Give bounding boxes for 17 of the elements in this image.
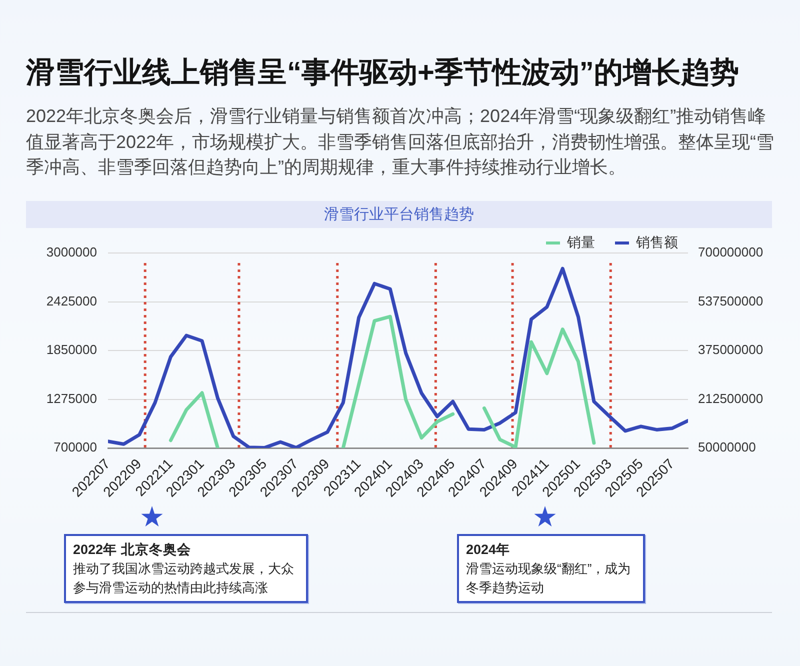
y-tick-label: 1850000 — [46, 342, 97, 358]
y-tick-label: 700000 — [54, 440, 97, 455]
legend-label: 销量 — [566, 234, 595, 250]
note-box: 2022年 北京冬奥会 推动了我国冰雪运动跨越式发展，大众参与滑雪运动的热情由此持续高涨 — [64, 534, 308, 603]
y-tick-label: 3000000 — [46, 244, 97, 260]
chart-subtitle: 2022年北京冬奥会后，滑雪行业销量与销售额首次冲高；2024年滑雪“现象级翻红”推动销售峰值显著高于2022年，市场规模扩大。非雪季销售回落但底部抬升，消费韧性增强。整体呈现“雪季冲高、非雪季回落但趋势向上”的周期规律，重大事件持续推动行业增长。 — [26, 105, 776, 179]
header-band: 滑雪行业平台销售趋势 — [26, 201, 772, 228]
y-tick-label: 2425000 — [46, 293, 97, 308]
legend-label: 销售额 — [635, 234, 678, 250]
y2-tick-label: 50000000 — [698, 440, 756, 455]
y2-tick-label: 537500000 — [698, 293, 764, 308]
y-tick-label: 1275000 — [46, 390, 97, 406]
y2-tick-label: 212500000 — [698, 390, 764, 406]
y2-tick-label: 375000000 — [698, 342, 764, 358]
chart-title: 滑雪行业线上销售呈“事件驱动+季节性波动”的增长趋势 — [26, 56, 739, 91]
note-box: 2024年 滑雪运动现象级“翻红”，成为冬季趋势运动 — [457, 534, 645, 603]
y2-tick-label: 700000000 — [698, 244, 764, 260]
